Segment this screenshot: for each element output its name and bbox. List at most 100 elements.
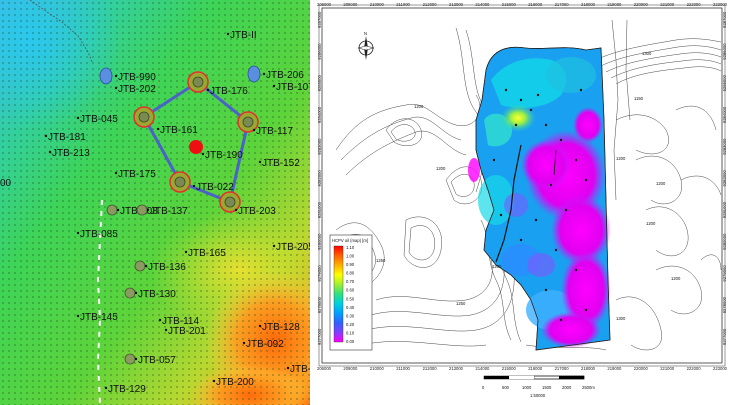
x-tick-bottom: 221000: [660, 366, 675, 371]
y-tick-left: 9287000: [317, 11, 322, 28]
svg-text:N: N: [364, 31, 367, 36]
x-tick-top: 220000: [634, 2, 649, 7]
well-label: JTB-201: [168, 326, 206, 337]
well-marker: JTB-213: [48, 148, 90, 159]
contour-label: 1200: [671, 276, 681, 281]
y-tick-right: 9283000: [722, 138, 727, 155]
hcpv-oil-map: 1200 1200 1250 1300 1150 1250 1200 1200 …: [317, 2, 728, 398]
well-marker: JTB-136: [134, 260, 186, 273]
contour-label: 1200: [436, 166, 446, 171]
y-tick-right: 9287000: [722, 11, 727, 28]
legend-value: 0.10: [346, 330, 355, 335]
contour-label-group: 1200 1200 1250 1300 1150 1250 1200 1200 …: [376, 51, 681, 321]
right-map-panel: 1200 1200 1250 1300 1150 1250 1200 1200 …: [316, 0, 730, 405]
well-label: JTB-161: [160, 125, 198, 136]
x-tick-top: 223000: [713, 2, 728, 7]
well-marker: JTB-114: [158, 316, 199, 327]
well-marker: JTB-128: [258, 322, 300, 333]
legend-value: 0.00: [346, 339, 355, 344]
x-tick-top: 213000: [449, 2, 464, 7]
x-tick-bottom: 210000: [370, 366, 385, 371]
contour-label: 1200: [646, 221, 656, 226]
well-label: JTB-152: [262, 158, 300, 169]
x-tick-top: 212000: [423, 2, 438, 7]
contour-label: 1200: [616, 156, 626, 161]
x-tick-top: 217000: [555, 2, 570, 7]
contour-label: 1200: [414, 104, 424, 109]
edge-label: 00: [0, 178, 12, 189]
y-tick-left: 9280000: [317, 233, 322, 250]
legend-value: 0.40: [346, 305, 355, 310]
y-tick-right: 9284000: [722, 106, 727, 123]
y-tick-left: 9285000: [317, 74, 322, 91]
legend-value: 0.80: [346, 271, 355, 276]
x-tick-top: 216000: [528, 2, 543, 7]
well-label: JTB-085: [80, 229, 118, 240]
well-label: JTB-145: [80, 312, 118, 323]
well-marker: JTB-117: [237, 111, 293, 137]
north-arrow-icon: N: [357, 31, 375, 60]
well-label: JTB-136: [148, 262, 186, 273]
well-label: JTB-202: [118, 84, 156, 95]
well-marker: JTB-209: [286, 364, 310, 375]
legend-value: 0.50: [346, 296, 355, 301]
x-tick-bottom: 211000: [396, 366, 410, 371]
well-marker: JTB-165: [184, 248, 226, 259]
well-marker: JTB-057: [124, 353, 176, 366]
contour-label: 1150: [634, 96, 644, 101]
legend-value: 0.90: [346, 262, 355, 267]
well-marker: JTB-202: [114, 84, 156, 95]
well-marker: JTB-161: [133, 106, 198, 136]
hcpv-colored-area: [468, 46, 611, 351]
x-tick-top: 222000: [687, 2, 702, 7]
legend-color-bar: [333, 245, 344, 343]
well-marker: JTB-205: [272, 242, 310, 253]
x-tick-bottom: 222000: [687, 366, 702, 371]
well-marker: JTB-085: [76, 229, 118, 240]
contour-label: 1300: [616, 316, 626, 321]
scale-ratio: 1:50000: [530, 393, 546, 398]
well-marker: JTB-190: [189, 140, 243, 161]
x-tick-top: 221000: [660, 2, 675, 7]
x-tick-bottom: 220000: [634, 366, 649, 371]
contour-label: 1250: [376, 258, 386, 263]
well-label: JTB-200: [216, 377, 254, 388]
y-tick-right: 9278000: [722, 296, 727, 313]
x-tick-bottom: 212000: [423, 366, 438, 371]
scale-label: 2000: [562, 385, 572, 390]
well-label: JTB-128: [262, 322, 300, 333]
x-tick-bottom: 218000: [581, 366, 596, 371]
well-marker: JTB-II: [226, 30, 257, 41]
y-tick-left: 9282000: [317, 170, 322, 187]
well-marker: JTB-022: [169, 171, 234, 193]
legend-value: 0.60: [346, 288, 355, 293]
well-marker: JTB-175: [114, 169, 156, 180]
well-label: JTB-117: [256, 126, 293, 137]
well-label: JTB-137: [150, 206, 188, 217]
legend-value: 0.30: [346, 313, 355, 318]
x-tick-top: 218000: [581, 2, 596, 7]
well-marker: JTB-145: [76, 312, 118, 323]
well-marker: JTB-203: [219, 191, 276, 217]
scale-label: 1000: [522, 385, 532, 390]
well-label: JTB-176: [210, 86, 248, 97]
well-marker: JTB-137: [136, 204, 188, 217]
well-label: JTB-990: [118, 72, 156, 83]
well-label: JTB-129: [108, 384, 146, 395]
well-marker: JTB-129: [104, 384, 146, 395]
contour-label: 1200: [656, 181, 666, 186]
well-label: JTB-022: [196, 182, 234, 193]
x-tick-top: 206000: [317, 2, 332, 7]
y-tick-right: 9280000: [722, 233, 727, 250]
well-label: JTB-181: [48, 132, 86, 143]
well-marker: JTB-201: [164, 326, 206, 337]
y-tick-left: 9278000: [317, 296, 322, 313]
y-tick-right: 9286000: [722, 43, 727, 60]
x-tick-bottom: 217000: [555, 366, 570, 371]
well-marker: JTB-045: [76, 114, 118, 125]
x-tick-bottom: 206000: [317, 366, 332, 371]
legend-title: HCPV oil (map) [m]: [332, 238, 368, 243]
scale-label: 500: [502, 385, 510, 390]
